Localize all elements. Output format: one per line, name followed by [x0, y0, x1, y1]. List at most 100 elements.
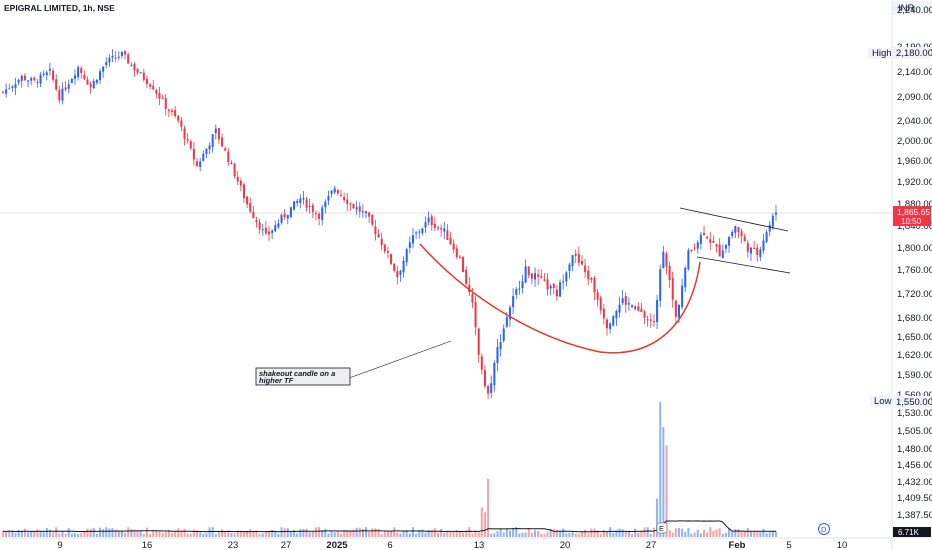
last-price-tag [893, 206, 931, 226]
candle-body [377, 234, 380, 238]
volume-bar [321, 530, 324, 537]
cup-curve-drawing[interactable] [419, 243, 701, 354]
candle-body [580, 260, 583, 265]
candle-body [283, 214, 286, 218]
candle-body [383, 244, 386, 252]
volume-bar [14, 533, 17, 537]
candle-body [305, 199, 308, 208]
volume-bar [371, 528, 374, 537]
volume-bar [117, 530, 120, 537]
price-tick-label: 1,960.00 [897, 156, 932, 167]
volume-bar [602, 529, 605, 537]
candle-body [236, 176, 239, 182]
volume-bar [662, 427, 665, 537]
currency-box[interactable] [893, 1, 931, 15]
volume-bar [671, 532, 674, 537]
volume-bar [48, 529, 51, 537]
candle-body [659, 269, 662, 301]
channel-upper-line[interactable] [679, 207, 789, 232]
volume-bar [83, 531, 86, 537]
candle-body [433, 223, 436, 228]
candle-body [73, 75, 76, 79]
candle-body [587, 270, 590, 280]
candle-body [227, 151, 230, 163]
volume-bar [236, 530, 239, 537]
candle-body [602, 308, 605, 319]
candle-body [149, 84, 152, 87]
candle-body [609, 323, 612, 329]
price-tick-label: 1,680.00 [897, 313, 932, 324]
channel-lower-line[interactable] [696, 256, 791, 274]
volume-bar [302, 529, 305, 537]
candle-body [408, 242, 411, 249]
price-tick-label: 1,620.00 [897, 350, 932, 361]
candle-body [27, 80, 30, 82]
candle-body [33, 77, 36, 81]
volume-bar [390, 531, 393, 537]
price-axis[interactable]: 2,240.002,190.002,140.002,090.002,040.00… [897, 5, 932, 521]
candle-body [621, 298, 624, 304]
volume-bar [615, 530, 618, 537]
annotation-connector-line [348, 340, 452, 379]
symbol-title[interactable]: EPIGRAL LIMITED, 1h, NSE [4, 3, 115, 13]
candle-body [142, 72, 145, 80]
candle-body [721, 250, 724, 258]
volume-bar [446, 530, 449, 537]
volume-bar [740, 531, 743, 537]
volume-bar [546, 531, 549, 537]
volume-bar [452, 532, 455, 537]
candle-body [98, 71, 102, 81]
volume-bar [365, 527, 368, 537]
candle-body [386, 251, 389, 253]
volume-bar [267, 531, 271, 537]
volume-bar [158, 531, 161, 537]
candle-body [415, 232, 418, 234]
candle-body [180, 120, 183, 127]
volume-bar [665, 445, 668, 537]
volume-bar [543, 533, 546, 537]
volume-bar [255, 531, 258, 537]
candle-body [61, 88, 64, 101]
candle-body [465, 269, 468, 284]
candle-body [324, 201, 327, 208]
volume-bar [759, 532, 762, 537]
volume-bar [246, 531, 249, 537]
candle-body [246, 196, 249, 205]
candle-body [55, 79, 58, 90]
volume-bar [440, 528, 443, 537]
volume-bar [145, 527, 148, 537]
candle-body [577, 253, 580, 263]
volume-bar [133, 529, 136, 537]
volume-bar [718, 528, 721, 537]
volume-bar [596, 530, 599, 537]
candle-body [728, 237, 731, 246]
candle-body [487, 386, 490, 394]
volume-bar [427, 530, 430, 537]
earnings-badge[interactable]: E [656, 522, 668, 534]
candle-body [311, 205, 314, 212]
price-tick-label: 1,590.00 [897, 370, 932, 381]
dividend-badge[interactable]: D [818, 523, 830, 535]
candle-body [552, 283, 555, 289]
time-axis[interactable]: 9 16 23 27 2025 6 13 20 27 Feb 5 10 [57, 540, 847, 550]
volume-bar [386, 531, 389, 537]
volume-bar [612, 532, 615, 537]
annotation-callout[interactable]: shakeout candle on a higher TF [255, 367, 351, 386]
volume-bar [230, 532, 233, 537]
candle-body [92, 81, 95, 89]
candle-body [605, 319, 609, 329]
volume-bar [477, 532, 480, 537]
candle-body [321, 207, 324, 221]
price-tick-label: 1,880.00 [897, 199, 932, 210]
volume-bar [568, 532, 571, 537]
volume-bar [706, 532, 709, 537]
volume-bar [89, 528, 92, 537]
volume-bar [177, 528, 180, 537]
volume-bar [314, 527, 317, 537]
candle-body [361, 211, 364, 213]
volume-bar [534, 530, 537, 537]
candle-body [524, 266, 527, 283]
price-tick-label: 2,000.00 [897, 136, 932, 147]
candle-body [699, 234, 702, 244]
